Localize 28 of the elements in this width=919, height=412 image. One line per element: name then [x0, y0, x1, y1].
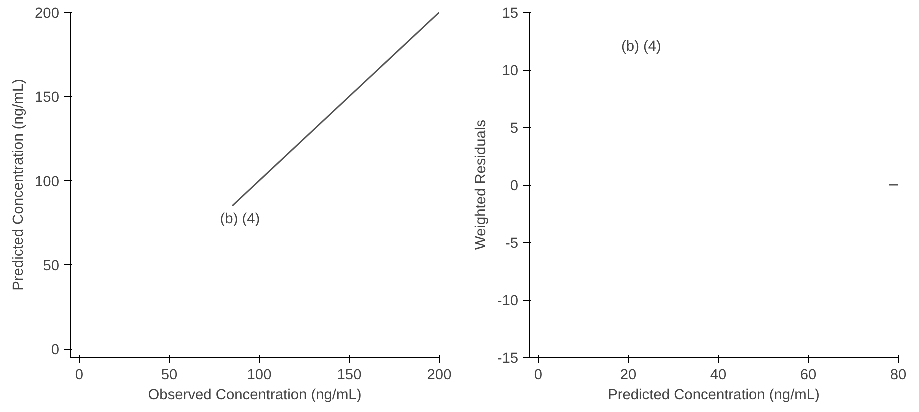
y-tick-label: -10 — [497, 294, 519, 310]
x-tick-label: 0 — [534, 368, 543, 384]
x-tick-label: 80 — [890, 368, 907, 384]
annotation: (b) (4) — [622, 39, 662, 56]
x-axis-title: Observed Concentration (ng/mL) — [148, 388, 362, 404]
y-tick-label: 15 — [502, 6, 519, 22]
annotation: (b) (4) — [220, 212, 260, 228]
x-tick-label: 0 — [75, 368, 84, 384]
y-tick-label: 150 — [35, 90, 60, 106]
y-tick-label: 100 — [35, 174, 60, 190]
x-axis-title: Predicted Concentration (ng/mL) — [608, 388, 820, 404]
x-tick-label: 100 — [247, 368, 272, 384]
y-tick-label: 50 — [43, 258, 60, 274]
y-axis-title: Predicted Concentration (ng/mL) — [11, 79, 28, 291]
x-tick-label: 60 — [800, 368, 817, 384]
y-tick-label: 0 — [510, 178, 519, 194]
y-tick-label: -15 — [497, 351, 519, 367]
y-tick-label: 10 — [502, 64, 519, 80]
x-tick-label: 200 — [427, 368, 452, 384]
y-tick-label: -5 — [505, 236, 519, 252]
y-tick-label: 200 — [35, 6, 60, 22]
y-axis-title: Weighted Residuals — [473, 120, 490, 250]
y-tick-label: 0 — [51, 342, 60, 359]
x-tick-label: 50 — [161, 368, 178, 384]
x-tick-label: 40 — [710, 368, 727, 384]
y-tick-label: 5 — [510, 121, 519, 137]
x-tick-label: 150 — [337, 368, 362, 384]
x-tick-label: 20 — [620, 368, 637, 384]
